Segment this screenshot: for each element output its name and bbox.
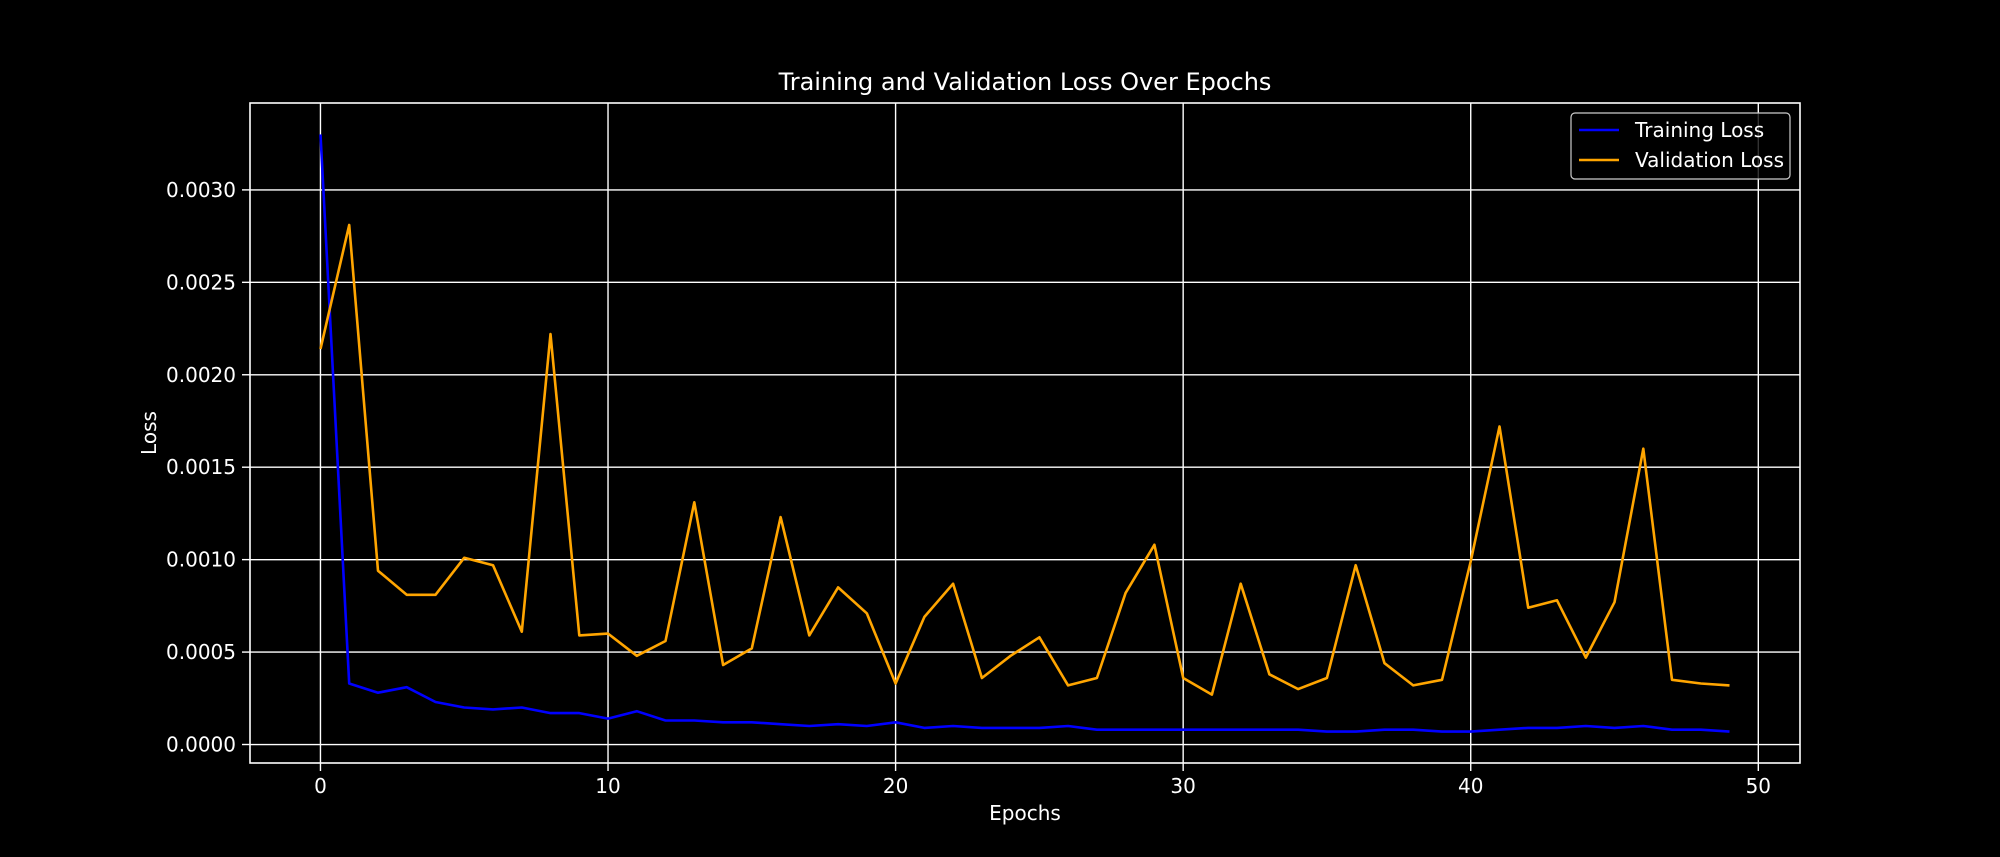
x-tick-label: 0: [314, 774, 327, 798]
legend-box: [1570, 112, 1791, 180]
series-lines: [319, 134, 1730, 733]
y-tick-label: 0.0030: [166, 178, 236, 202]
legend-label: Training Loss: [1634, 118, 1764, 142]
y-tick-label: 0.0000: [166, 733, 236, 757]
x-tick-label: 30: [1170, 774, 1195, 798]
x-tick-label: 20: [883, 774, 908, 798]
y-tick-label: 0.0010: [166, 548, 236, 572]
grid: [250, 103, 1800, 763]
y-tick-label: 0.0020: [166, 363, 236, 387]
y-axis-title: Loss: [137, 411, 161, 455]
y-tick-label: 0.0005: [166, 640, 236, 664]
legend: Training Loss Validation Loss: [1570, 112, 1791, 180]
chart-title: Training and Validation Loss Over Epochs: [778, 68, 1272, 96]
series-line-0: [319, 134, 1730, 733]
plot-frame: [249, 102, 1801, 764]
ticks: 0 10 20 30 40 50 0.0000 0.0005 0.0010 0.0015 0.002…: [166, 178, 1771, 798]
x-tick-label: 40: [1458, 774, 1483, 798]
series-line-1: [319, 223, 1730, 696]
y-tick-label: 0.0025: [166, 270, 236, 294]
x-tick-label: 10: [595, 774, 620, 798]
y-tick-label: 0.0015: [166, 455, 236, 479]
legend-label: Validation Loss: [1635, 148, 1784, 172]
x-axis-title: Epochs: [989, 801, 1061, 825]
x-tick-label: 50: [1746, 774, 1771, 798]
